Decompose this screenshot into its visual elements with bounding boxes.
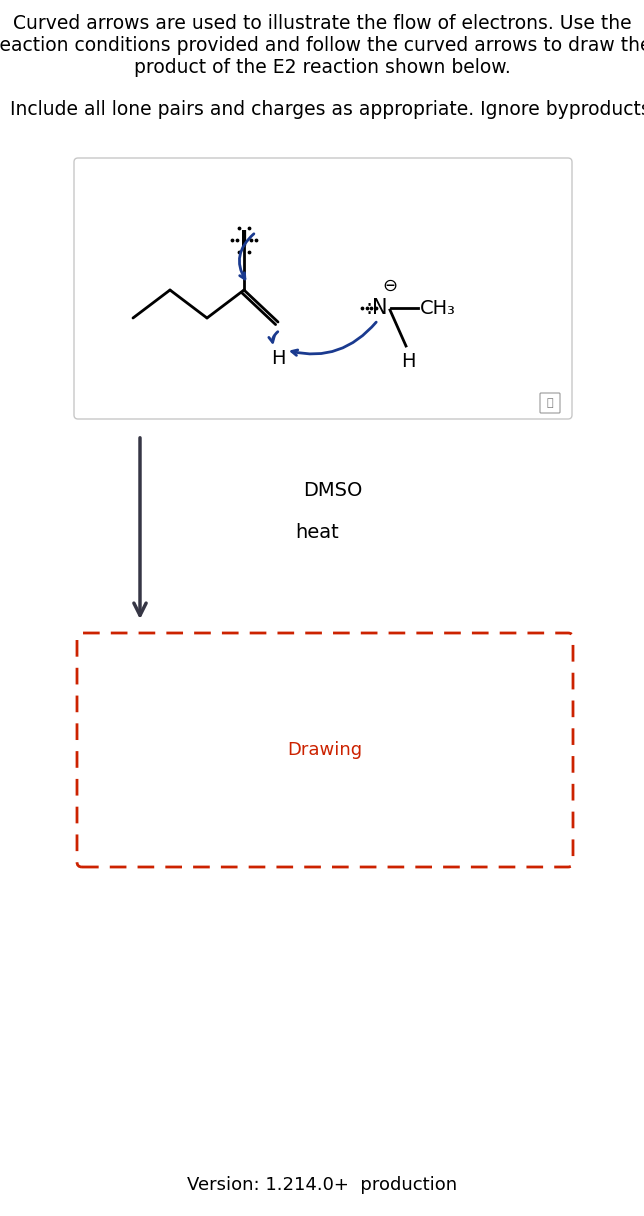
- Text: I: I: [240, 230, 248, 250]
- Text: H: H: [401, 351, 415, 371]
- Text: Version: 1.214.0+  production: Version: 1.214.0+ production: [187, 1176, 457, 1194]
- Text: ⊖: ⊖: [383, 277, 397, 295]
- Text: heat: heat: [295, 523, 339, 541]
- Text: DMSO: DMSO: [303, 480, 363, 500]
- FancyBboxPatch shape: [77, 634, 573, 867]
- Text: reaction conditions provided and follow the curved arrows to draw the: reaction conditions provided and follow …: [0, 36, 644, 55]
- Text: CH₃: CH₃: [420, 298, 456, 317]
- FancyBboxPatch shape: [540, 393, 560, 413]
- FancyBboxPatch shape: [74, 158, 572, 420]
- Text: :N: :N: [366, 298, 388, 319]
- Text: H: H: [270, 349, 285, 367]
- Text: Curved arrows are used to illustrate the flow of electrons. Use the: Curved arrows are used to illustrate the…: [13, 15, 631, 33]
- Text: Include all lone pairs and charges as appropriate. Ignore byproducts.: Include all lone pairs and charges as ap…: [10, 100, 644, 119]
- Text: Drawing: Drawing: [287, 741, 363, 759]
- Text: 🔍: 🔍: [547, 398, 553, 409]
- Text: product of the E2 reaction shown below.: product of the E2 reaction shown below.: [133, 58, 511, 77]
